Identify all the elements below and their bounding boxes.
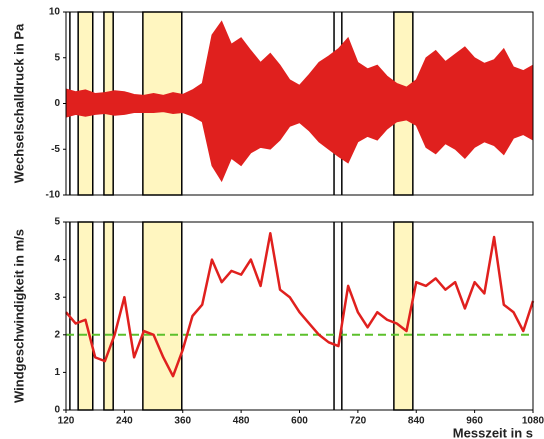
x-tick-label: 360 [174,416,191,427]
plot-frame [65,221,534,411]
y-tick-label: 3 [54,292,60,303]
x-axis-title: Messzeit in s [453,425,533,439]
x-tick-label: 240 [116,416,133,427]
y-tick-label: 4 [54,254,60,265]
y-tick-label: -5 [51,144,60,155]
x-tick-label: 120 [58,416,75,427]
y-tick-label: 0 [54,405,60,416]
highlight-band [142,221,183,411]
y-axis-title: Wechselschalldruck in Pa [11,23,26,183]
pressure-envelope [65,20,534,104]
y-tick-label: 2 [54,329,60,340]
y-tick-label: 5 [54,217,60,228]
wind-line [65,232,535,378]
y-tick-label: -10 [46,190,61,201]
x-tick-label: 720 [350,416,367,427]
x-tick-label: 960 [466,416,483,427]
y-tick-label: 0 [54,98,60,109]
x-tick-label: 480 [233,416,250,427]
y-axis-title: Windgeschwindigkeit in m/s [11,229,26,403]
x-tick-label: 1080 [522,416,544,427]
highlight-band [77,221,94,411]
pressure-envelope [65,103,534,183]
y-tick-label: 10 [49,7,61,18]
plot-frame [65,11,534,196]
y-tick-label: 1 [54,367,60,378]
x-tick-label: 600 [291,416,308,427]
x-tick-label: 840 [408,416,425,427]
y-tick-label: 5 [54,52,60,63]
highlight-band [103,221,114,411]
